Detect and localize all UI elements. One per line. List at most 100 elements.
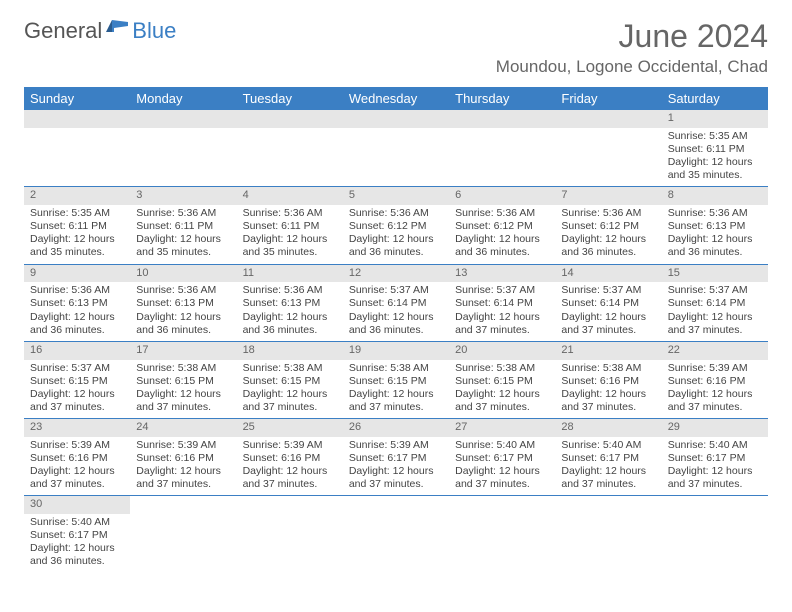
detail-line: Sunset: 6:15 PM bbox=[136, 375, 230, 388]
detail-line: and 36 minutes. bbox=[30, 324, 124, 337]
detail-line: Sunset: 6:14 PM bbox=[668, 297, 762, 310]
detail-line: Daylight: 12 hours bbox=[349, 388, 443, 401]
detail-line: Daylight: 12 hours bbox=[561, 233, 655, 246]
day-cell: 8Sunrise: 5:36 AMSunset: 6:13 PMDaylight… bbox=[662, 187, 768, 264]
day-details: Sunrise: 5:39 AMSunset: 6:16 PMDaylight:… bbox=[237, 437, 343, 496]
day-details: Sunrise: 5:38 AMSunset: 6:15 PMDaylight:… bbox=[130, 360, 236, 419]
detail-line: Sunrise: 5:39 AM bbox=[668, 362, 762, 375]
month-year: June 2024 bbox=[496, 18, 768, 55]
detail-line: Daylight: 12 hours bbox=[136, 311, 230, 324]
day-cell: 17Sunrise: 5:38 AMSunset: 6:15 PMDayligh… bbox=[130, 341, 236, 418]
day-details: Sunrise: 5:38 AMSunset: 6:15 PMDaylight:… bbox=[343, 360, 449, 419]
detail-line: Sunset: 6:13 PM bbox=[30, 297, 124, 310]
day-number-empty bbox=[343, 110, 449, 128]
detail-line: and 36 minutes. bbox=[455, 246, 549, 259]
day-cell: 25Sunrise: 5:39 AMSunset: 6:16 PMDayligh… bbox=[237, 419, 343, 496]
day-details: Sunrise: 5:40 AMSunset: 6:17 PMDaylight:… bbox=[24, 514, 130, 573]
day-number-empty bbox=[237, 110, 343, 128]
day-details: Sunrise: 5:39 AMSunset: 6:17 PMDaylight:… bbox=[343, 437, 449, 496]
day-details: Sunrise: 5:35 AMSunset: 6:11 PMDaylight:… bbox=[24, 205, 130, 264]
detail-line: Sunrise: 5:40 AM bbox=[561, 439, 655, 452]
detail-line: Daylight: 12 hours bbox=[30, 542, 124, 555]
day-cell: 12Sunrise: 5:37 AMSunset: 6:14 PMDayligh… bbox=[343, 264, 449, 341]
detail-line: Sunset: 6:17 PM bbox=[30, 529, 124, 542]
detail-line: and 35 minutes. bbox=[30, 246, 124, 259]
col-sunday: Sunday bbox=[24, 87, 130, 110]
day-number: 24 bbox=[130, 419, 236, 437]
day-number: 21 bbox=[555, 342, 661, 360]
detail-line: Sunrise: 5:36 AM bbox=[561, 207, 655, 220]
detail-line: Daylight: 12 hours bbox=[349, 233, 443, 246]
detail-line: Sunset: 6:11 PM bbox=[30, 220, 124, 233]
day-number: 25 bbox=[237, 419, 343, 437]
day-cell: 29Sunrise: 5:40 AMSunset: 6:17 PMDayligh… bbox=[662, 419, 768, 496]
day-cell: 19Sunrise: 5:38 AMSunset: 6:15 PMDayligh… bbox=[343, 341, 449, 418]
col-monday: Monday bbox=[130, 87, 236, 110]
day-cell bbox=[449, 110, 555, 187]
day-details: Sunrise: 5:39 AMSunset: 6:16 PMDaylight:… bbox=[662, 360, 768, 419]
detail-line: and 37 minutes. bbox=[243, 478, 337, 491]
detail-line: Daylight: 12 hours bbox=[668, 465, 762, 478]
day-cell bbox=[449, 496, 555, 573]
day-details: Sunrise: 5:37 AMSunset: 6:15 PMDaylight:… bbox=[24, 360, 130, 419]
day-number: 3 bbox=[130, 187, 236, 205]
detail-line: Sunrise: 5:37 AM bbox=[668, 284, 762, 297]
logo: General Blue bbox=[24, 18, 176, 44]
day-cell: 10Sunrise: 5:36 AMSunset: 6:13 PMDayligh… bbox=[130, 264, 236, 341]
detail-line: and 37 minutes. bbox=[30, 478, 124, 491]
day-details: Sunrise: 5:40 AMSunset: 6:17 PMDaylight:… bbox=[555, 437, 661, 496]
header-row: Sunday Monday Tuesday Wednesday Thursday… bbox=[24, 87, 768, 110]
detail-line: Sunrise: 5:36 AM bbox=[243, 284, 337, 297]
detail-line: Sunset: 6:16 PM bbox=[243, 452, 337, 465]
day-details: Sunrise: 5:38 AMSunset: 6:15 PMDaylight:… bbox=[449, 360, 555, 419]
detail-line: and 36 minutes. bbox=[349, 246, 443, 259]
detail-line: Sunrise: 5:36 AM bbox=[136, 284, 230, 297]
detail-line: Sunset: 6:13 PM bbox=[136, 297, 230, 310]
day-cell: 15Sunrise: 5:37 AMSunset: 6:14 PMDayligh… bbox=[662, 264, 768, 341]
detail-line: Sunset: 6:14 PM bbox=[561, 297, 655, 310]
day-cell: 26Sunrise: 5:39 AMSunset: 6:17 PMDayligh… bbox=[343, 419, 449, 496]
day-cell: 24Sunrise: 5:39 AMSunset: 6:16 PMDayligh… bbox=[130, 419, 236, 496]
day-number: 30 bbox=[24, 496, 130, 514]
day-number: 18 bbox=[237, 342, 343, 360]
day-cell: 1Sunrise: 5:35 AMSunset: 6:11 PMDaylight… bbox=[662, 110, 768, 187]
header: General Blue June 2024 Moundou, Logone O… bbox=[24, 18, 768, 77]
day-number: 27 bbox=[449, 419, 555, 437]
detail-line: Daylight: 12 hours bbox=[455, 233, 549, 246]
day-number: 11 bbox=[237, 265, 343, 283]
detail-line: and 36 minutes. bbox=[668, 246, 762, 259]
day-cell: 22Sunrise: 5:39 AMSunset: 6:16 PMDayligh… bbox=[662, 341, 768, 418]
detail-line: Sunset: 6:17 PM bbox=[455, 452, 549, 465]
col-saturday: Saturday bbox=[662, 87, 768, 110]
day-cell: 18Sunrise: 5:38 AMSunset: 6:15 PMDayligh… bbox=[237, 341, 343, 418]
day-number: 12 bbox=[343, 265, 449, 283]
col-thursday: Thursday bbox=[449, 87, 555, 110]
detail-line: Sunset: 6:17 PM bbox=[349, 452, 443, 465]
detail-line: and 36 minutes. bbox=[349, 324, 443, 337]
day-number: 28 bbox=[555, 419, 661, 437]
detail-line: Sunset: 6:12 PM bbox=[561, 220, 655, 233]
detail-line: Daylight: 12 hours bbox=[243, 233, 337, 246]
day-details: Sunrise: 5:35 AMSunset: 6:11 PMDaylight:… bbox=[662, 128, 768, 187]
day-cell bbox=[237, 496, 343, 573]
detail-line: Daylight: 12 hours bbox=[243, 465, 337, 478]
detail-line: Daylight: 12 hours bbox=[243, 388, 337, 401]
detail-line: and 37 minutes. bbox=[561, 401, 655, 414]
day-details: Sunrise: 5:36 AMSunset: 6:13 PMDaylight:… bbox=[662, 205, 768, 264]
detail-line: Sunrise: 5:38 AM bbox=[455, 362, 549, 375]
detail-line: Daylight: 12 hours bbox=[136, 388, 230, 401]
day-number: 26 bbox=[343, 419, 449, 437]
day-details: Sunrise: 5:38 AMSunset: 6:15 PMDaylight:… bbox=[237, 360, 343, 419]
detail-line: and 37 minutes. bbox=[455, 401, 549, 414]
week-row: 2Sunrise: 5:35 AMSunset: 6:11 PMDaylight… bbox=[24, 187, 768, 264]
day-details: Sunrise: 5:40 AMSunset: 6:17 PMDaylight:… bbox=[662, 437, 768, 496]
day-details: Sunrise: 5:36 AMSunset: 6:13 PMDaylight:… bbox=[237, 282, 343, 341]
detail-line: Daylight: 12 hours bbox=[349, 311, 443, 324]
day-details: Sunrise: 5:36 AMSunset: 6:12 PMDaylight:… bbox=[555, 205, 661, 264]
day-number: 8 bbox=[662, 187, 768, 205]
week-row: 30Sunrise: 5:40 AMSunset: 6:17 PMDayligh… bbox=[24, 496, 768, 573]
day-number-empty bbox=[555, 110, 661, 128]
day-cell bbox=[24, 110, 130, 187]
detail-line: Sunrise: 5:38 AM bbox=[349, 362, 443, 375]
detail-line: Sunset: 6:15 PM bbox=[349, 375, 443, 388]
